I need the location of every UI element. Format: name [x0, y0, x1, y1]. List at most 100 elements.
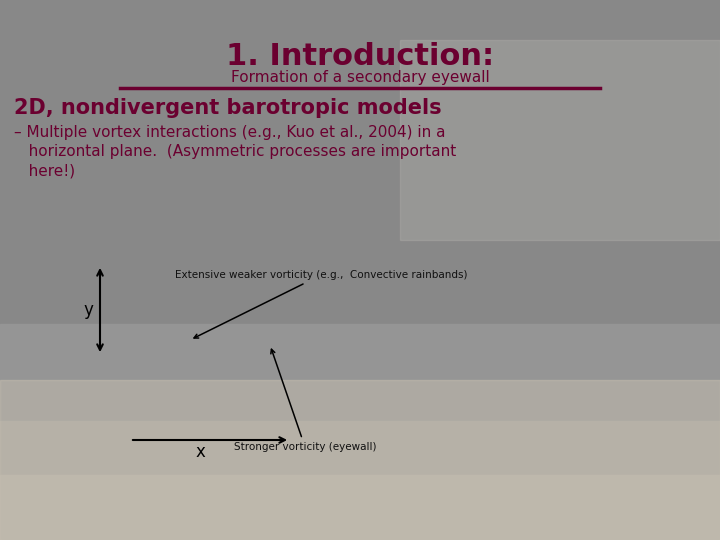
Point	[135, 266, 146, 275]
Point	[196, 315, 207, 323]
Point	[511, 266, 523, 275]
Point	[438, 420, 449, 429]
Point	[554, 291, 565, 299]
Point	[554, 380, 565, 388]
Point	[679, 307, 690, 315]
Point	[490, 388, 501, 396]
Point	[460, 266, 472, 275]
Point	[642, 396, 654, 404]
Point	[273, 258, 284, 267]
Point	[657, 250, 668, 259]
Point	[265, 355, 276, 364]
Point	[364, 339, 376, 348]
Point	[460, 282, 472, 291]
Point	[664, 388, 675, 396]
Point	[120, 291, 131, 299]
Point	[504, 291, 516, 299]
Point	[460, 412, 472, 421]
Point	[606, 396, 617, 404]
Point	[679, 380, 690, 388]
Point	[387, 291, 398, 299]
Point	[423, 339, 435, 348]
Point	[642, 331, 654, 340]
Point	[401, 347, 413, 356]
Point	[664, 347, 675, 356]
Point	[460, 299, 472, 307]
Point	[620, 396, 631, 404]
Point	[387, 315, 398, 323]
Point	[357, 380, 369, 388]
Point	[265, 363, 276, 372]
Point	[598, 315, 609, 323]
Point	[583, 299, 595, 307]
Point	[438, 299, 449, 307]
Point	[265, 274, 276, 283]
Point	[598, 380, 609, 388]
Point	[554, 258, 565, 267]
Point	[445, 299, 456, 307]
Point	[634, 291, 646, 299]
Point	[135, 420, 146, 429]
Point	[408, 412, 420, 421]
Point	[416, 299, 428, 307]
Point	[379, 331, 390, 340]
Point	[431, 404, 442, 413]
Point	[583, 307, 595, 315]
Point	[598, 250, 609, 259]
Point	[606, 258, 617, 267]
Point	[620, 412, 631, 421]
Point	[598, 355, 609, 364]
Text: Stronger vorticity (eyewall): Stronger vorticity (eyewall)	[234, 349, 377, 452]
Point	[490, 412, 501, 421]
Point	[211, 274, 222, 283]
Point	[257, 396, 269, 404]
Point	[482, 355, 494, 364]
Point	[257, 412, 269, 421]
Point	[219, 258, 230, 267]
Point	[686, 347, 698, 356]
Point	[158, 396, 169, 404]
Point	[460, 291, 472, 299]
Point	[590, 388, 602, 396]
Point	[257, 363, 269, 372]
Point	[453, 315, 464, 323]
Point	[664, 420, 675, 429]
Point	[188, 388, 199, 396]
Point	[219, 347, 230, 356]
Point	[158, 420, 169, 429]
Point	[474, 315, 486, 323]
Point	[394, 315, 405, 323]
Point	[143, 404, 154, 413]
Point	[438, 404, 449, 413]
Point	[120, 412, 131, 421]
Point	[227, 274, 238, 283]
Point	[511, 388, 523, 396]
Point	[357, 420, 369, 429]
Point	[693, 347, 705, 356]
Point	[227, 331, 238, 340]
Point	[196, 339, 207, 348]
Point	[416, 291, 428, 299]
Point	[497, 396, 508, 404]
Point	[467, 412, 479, 421]
Point	[686, 250, 698, 259]
Point	[401, 291, 413, 299]
Point	[613, 331, 624, 340]
Point	[474, 372, 486, 380]
Point	[250, 291, 261, 299]
Point	[634, 388, 646, 396]
Point	[127, 291, 138, 299]
Point	[657, 331, 668, 340]
Point	[649, 380, 661, 388]
Point	[127, 372, 138, 380]
Point	[242, 266, 253, 275]
Point	[219, 404, 230, 413]
Point	[657, 388, 668, 396]
Point	[219, 372, 230, 380]
Point	[460, 420, 472, 429]
Point	[357, 315, 369, 323]
Point	[467, 372, 479, 380]
Point	[649, 299, 661, 307]
Point	[686, 266, 698, 275]
Point	[166, 339, 177, 348]
